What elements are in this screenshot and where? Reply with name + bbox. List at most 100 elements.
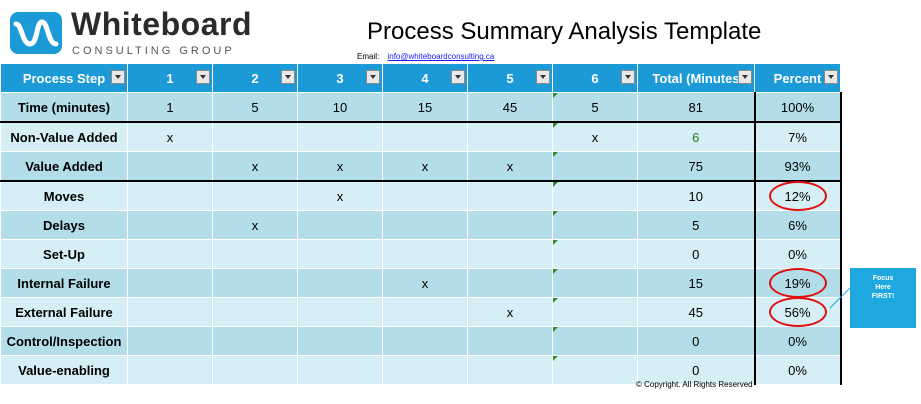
step-cell[interactable] — [212, 121, 298, 152]
step-cell[interactable] — [297, 297, 383, 327]
step-cell[interactable] — [552, 239, 638, 269]
step-cell[interactable]: x — [382, 268, 468, 298]
step-cell[interactable] — [467, 268, 553, 298]
total-cell[interactable]: 0 — [637, 239, 755, 269]
percent-cell[interactable]: 12% — [753, 180, 842, 211]
percent-cell[interactable]: 100% — [753, 92, 842, 123]
step-cell[interactable] — [297, 121, 383, 152]
row-label[interactable]: Control/Inspection — [0, 326, 128, 356]
step-cell[interactable]: x — [467, 297, 553, 327]
row-label[interactable]: Value Added — [0, 151, 128, 182]
row-label[interactable]: Delays — [0, 210, 128, 240]
step-cell[interactable] — [382, 210, 468, 240]
email-link[interactable]: info@whiteboardconsulting.ca — [387, 52, 495, 61]
step-cell[interactable] — [297, 210, 383, 240]
step-cell[interactable]: 10 — [297, 92, 383, 123]
percent-cell[interactable]: 0% — [753, 239, 842, 269]
percent-cell[interactable]: 6% — [753, 210, 842, 240]
step-cell[interactable]: 1 — [127, 92, 213, 123]
step-cell[interactable] — [297, 355, 383, 385]
step-cell[interactable] — [297, 326, 383, 356]
step-cell[interactable] — [382, 297, 468, 327]
percent-cell[interactable]: 0% — [753, 355, 842, 385]
step-cell[interactable] — [212, 297, 298, 327]
total-cell[interactable]: 6 — [637, 121, 755, 152]
step-cell[interactable] — [297, 239, 383, 269]
row-label[interactable]: Moves — [0, 180, 128, 211]
step-cell[interactable] — [552, 180, 638, 211]
filter-dropdown-icon[interactable] — [824, 70, 838, 84]
step-cell[interactable] — [552, 210, 638, 240]
filter-dropdown-icon[interactable] — [621, 70, 635, 84]
step-cell[interactable]: 15 — [382, 92, 468, 123]
row-label[interactable]: Value-enabling — [0, 355, 128, 385]
row-label[interactable]: Time (minutes) — [0, 92, 128, 123]
step-cell[interactable]: x — [297, 151, 383, 182]
step-cell[interactable] — [552, 297, 638, 327]
step-cell[interactable]: x — [127, 121, 213, 152]
row-label[interactable]: Internal Failure — [0, 268, 128, 298]
step-cell[interactable] — [382, 239, 468, 269]
step-cell[interactable] — [552, 268, 638, 298]
step-cell[interactable] — [552, 151, 638, 182]
total-cell[interactable]: 0 — [637, 326, 755, 356]
step-cell[interactable] — [467, 180, 553, 211]
step-cell[interactable]: 5 — [212, 92, 298, 123]
step-cell[interactable] — [467, 210, 553, 240]
step-cell[interactable]: x — [212, 210, 298, 240]
step-cell[interactable] — [382, 121, 468, 152]
total-cell[interactable]: 45 — [637, 297, 755, 327]
step-cell[interactable]: x — [297, 180, 383, 211]
percent-cell[interactable]: 0% — [753, 326, 842, 356]
percent-cell[interactable]: 93% — [753, 151, 842, 182]
filter-dropdown-icon[interactable] — [281, 70, 295, 84]
filter-dropdown-icon[interactable] — [111, 70, 125, 84]
row-label[interactable]: External Failure — [0, 297, 128, 327]
step-cell[interactable] — [127, 326, 213, 356]
step-cell[interactable] — [127, 355, 213, 385]
filter-dropdown-icon[interactable] — [196, 70, 210, 84]
step-cell[interactable] — [552, 355, 638, 385]
step-cell[interactable] — [297, 268, 383, 298]
step-cell[interactable]: x — [552, 121, 638, 152]
step-cell[interactable] — [382, 326, 468, 356]
step-cell[interactable] — [467, 239, 553, 269]
row-label[interactable]: Non-Value Added — [0, 121, 128, 152]
percent-cell[interactable]: 19% — [753, 268, 842, 298]
total-cell[interactable]: 5 — [637, 210, 755, 240]
filter-dropdown-icon[interactable] — [738, 70, 752, 84]
step-cell[interactable] — [127, 239, 213, 269]
total-cell[interactable]: 10 — [637, 180, 755, 211]
step-cell[interactable] — [467, 121, 553, 152]
step-cell[interactable]: 45 — [467, 92, 553, 123]
step-cell[interactable] — [127, 297, 213, 327]
step-cell[interactable] — [127, 151, 213, 182]
step-cell[interactable] — [382, 355, 468, 385]
total-cell[interactable]: 81 — [637, 92, 755, 123]
step-cell[interactable] — [552, 326, 638, 356]
step-cell[interactable] — [127, 210, 213, 240]
filter-dropdown-icon[interactable] — [536, 70, 550, 84]
total-cell[interactable]: 15 — [637, 268, 755, 298]
step-cell[interactable] — [212, 268, 298, 298]
percent-cell[interactable]: 7% — [753, 121, 842, 152]
total-cell[interactable]: 0 — [637, 355, 755, 385]
filter-dropdown-icon[interactable] — [366, 70, 380, 84]
step-cell[interactable] — [212, 180, 298, 211]
step-cell[interactable] — [127, 180, 213, 211]
step-cell[interactable]: x — [212, 151, 298, 182]
step-cell[interactable]: x — [467, 151, 553, 182]
step-cell[interactable] — [382, 180, 468, 211]
step-cell[interactable] — [212, 326, 298, 356]
step-cell[interactable]: x — [382, 151, 468, 182]
row-label[interactable]: Set-Up — [0, 239, 128, 269]
step-cell[interactable] — [467, 326, 553, 356]
step-cell[interactable] — [467, 355, 553, 385]
step-cell[interactable] — [127, 268, 213, 298]
filter-dropdown-icon[interactable] — [451, 70, 465, 84]
total-cell[interactable]: 75 — [637, 151, 755, 182]
percent-cell[interactable]: 56% — [753, 297, 842, 327]
step-cell[interactable] — [212, 355, 298, 385]
step-cell[interactable]: 5 — [552, 92, 638, 123]
step-cell[interactable] — [212, 239, 298, 269]
